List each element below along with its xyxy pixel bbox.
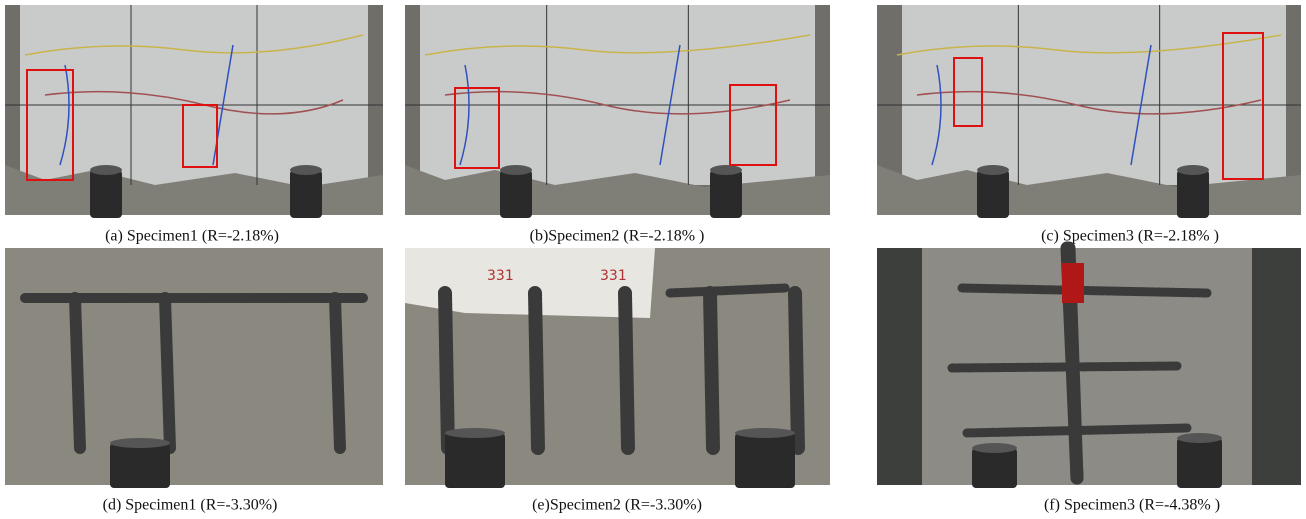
photo-background xyxy=(5,248,383,485)
rebar xyxy=(75,298,80,448)
panel xyxy=(5,5,383,218)
panel: 331 331 xyxy=(405,248,830,488)
panel xyxy=(5,248,383,488)
bolt-top xyxy=(445,428,505,438)
bolt-top xyxy=(500,165,532,175)
panel xyxy=(877,5,1301,218)
bolt xyxy=(972,448,1017,488)
rebar xyxy=(335,298,340,448)
rebar xyxy=(535,293,538,448)
bolt xyxy=(445,433,505,488)
rebar xyxy=(445,293,448,448)
annotation: 331 xyxy=(600,268,627,284)
rebar xyxy=(625,293,628,448)
bolt xyxy=(977,170,1009,218)
rebar xyxy=(710,293,713,448)
red-tape xyxy=(1062,263,1084,303)
bolt-top xyxy=(1177,165,1209,175)
caption: (f) Specimen3 (R=-4.38% ) xyxy=(1044,497,1220,514)
bolt-top xyxy=(977,165,1009,175)
bolt-top xyxy=(710,165,742,175)
bolt-top xyxy=(735,428,795,438)
rebar xyxy=(670,288,785,293)
panel xyxy=(877,248,1301,488)
rebar xyxy=(165,298,170,448)
bolt xyxy=(1177,438,1222,488)
bolt xyxy=(290,170,322,218)
bolt-top xyxy=(1177,433,1222,443)
bolt xyxy=(735,433,795,488)
panel xyxy=(405,5,830,218)
bolt-top xyxy=(110,438,170,448)
caption: (e)Specimen2 (R=-3.30%) xyxy=(532,497,702,514)
figure: (a) Specimen1 (R=-2.18%) (b)Specimen2 (R=… xyxy=(0,0,1306,519)
bolt-top xyxy=(90,165,122,175)
bolt xyxy=(500,170,532,218)
bolt xyxy=(110,443,170,488)
bolt xyxy=(710,170,742,218)
rebar xyxy=(795,293,798,448)
caption: (a) Specimen1 (R=-2.18%) xyxy=(105,228,279,245)
bolt-top xyxy=(972,443,1017,453)
bolt-top xyxy=(290,165,322,175)
page: (a) Specimen1 (R=-2.18%) (b)Specimen2 (R=… xyxy=(0,0,1306,519)
rebar xyxy=(967,428,1187,433)
bolt xyxy=(90,170,122,218)
rebar xyxy=(952,366,1177,368)
rebar xyxy=(962,288,1207,293)
annotation: 331 xyxy=(487,268,514,284)
caption: (b)Specimen2 (R=-2.18% ) xyxy=(530,228,705,245)
specimen-face xyxy=(420,5,815,185)
caption: (d) Specimen1 (R=-3.30%) xyxy=(103,497,278,514)
bolt xyxy=(1177,170,1209,218)
